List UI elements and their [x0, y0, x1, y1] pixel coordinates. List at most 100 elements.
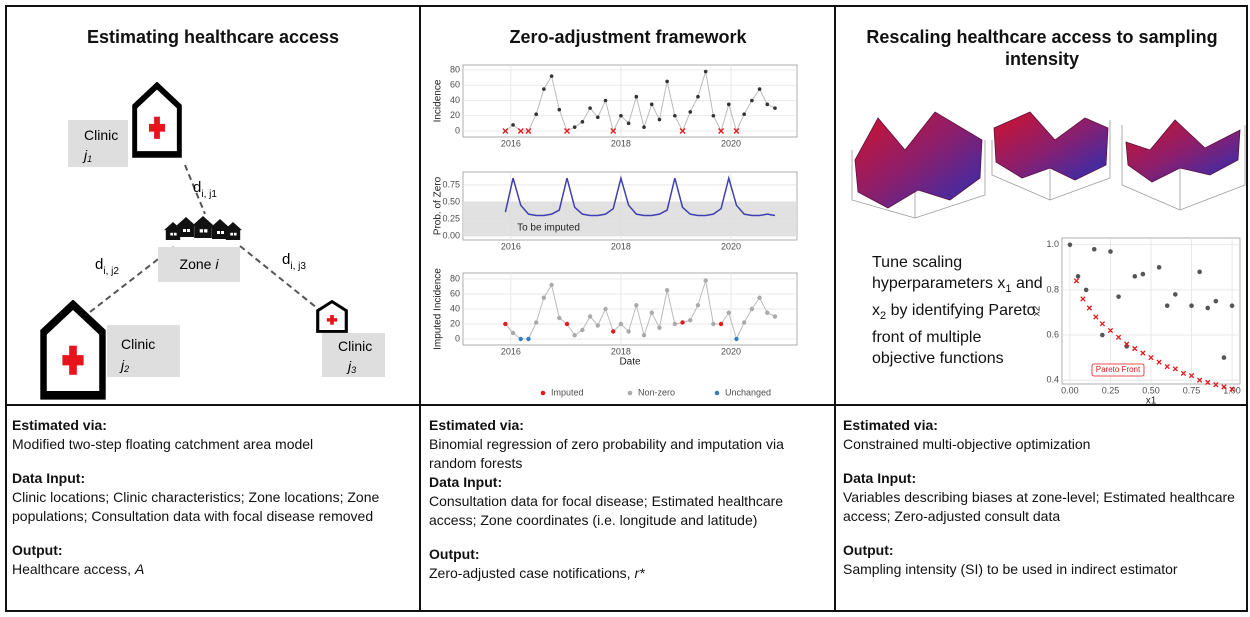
line-segment — [705, 280, 714, 325]
line-segment — [551, 284, 560, 319]
legend-swatch — [627, 390, 633, 396]
x-marker — [1156, 359, 1162, 365]
line-segment — [628, 305, 637, 332]
point — [688, 110, 693, 114]
line-segment — [566, 323, 576, 336]
text: and x — [872, 275, 1043, 320]
point — [1213, 298, 1219, 304]
y-tick-label: 0.00 — [442, 230, 460, 240]
point — [572, 125, 577, 129]
point — [726, 102, 731, 107]
x-marker — [718, 128, 725, 134]
point — [750, 98, 754, 103]
point — [703, 69, 708, 74]
x-marker — [502, 128, 509, 134]
x-marker — [1140, 350, 1146, 356]
line-segment — [736, 322, 745, 340]
y-axis-title: x2 — [1032, 305, 1043, 316]
plot-area — [462, 64, 798, 138]
line-segment — [643, 312, 653, 336]
distance-line — [239, 245, 323, 313]
text: Healthcare access, — [12, 561, 132, 577]
line-segment — [689, 305, 699, 321]
point — [742, 112, 746, 117]
line-segment — [666, 290, 676, 325]
text: Clinic — [121, 336, 155, 352]
x-marker — [733, 128, 740, 134]
point — [587, 314, 593, 319]
point — [757, 87, 762, 91]
y-tick-label: 0.8 — [1046, 284, 1059, 294]
point — [1100, 332, 1105, 338]
x-marker — [1107, 327, 1114, 334]
detail-text: Binomial regression of zero probability … — [429, 436, 784, 471]
point — [542, 87, 546, 91]
x-tick-label: 2018 — [611, 241, 631, 251]
point — [626, 121, 631, 126]
y-tick-label: 20 — [450, 318, 460, 328]
point — [534, 112, 538, 117]
distance-label: di, j2 — [95, 256, 119, 277]
point — [510, 330, 516, 336]
annotation-box — [1091, 363, 1145, 377]
legend-label: Unchanged — [725, 387, 771, 397]
y-tick-label: 0.50 — [442, 196, 460, 206]
point — [1091, 246, 1097, 252]
x-marker — [1180, 370, 1187, 377]
x-marker — [1080, 296, 1086, 302]
tune-text: Tune scaling hyperparameters x1 and x2 b… — [872, 252, 1047, 369]
point — [557, 315, 562, 321]
line-segment — [651, 312, 660, 328]
line-segment — [581, 316, 591, 331]
point — [680, 320, 685, 325]
details: Estimated via: Binomial regression of ze… — [429, 416, 829, 583]
point — [672, 321, 678, 327]
point — [549, 74, 554, 78]
distance-line — [89, 245, 176, 313]
x-marker — [1086, 305, 1093, 311]
point — [1140, 271, 1146, 277]
text: i, j2 — [103, 266, 119, 277]
y-tick-label: 60 — [450, 80, 460, 90]
point — [688, 318, 693, 323]
text: A — [134, 561, 145, 577]
point — [603, 306, 608, 312]
text: Tune scaling hyperparameters x — [872, 254, 1006, 292]
point — [718, 321, 724, 327]
y-tick-label: 40 — [450, 303, 460, 313]
point — [595, 323, 601, 328]
line-segment — [658, 290, 668, 328]
clinic-icon — [44, 305, 103, 396]
label-box — [158, 247, 240, 282]
text: d — [193, 179, 201, 196]
y-tick-label: 0.6 — [1046, 329, 1059, 339]
text: 1 — [1005, 283, 1012, 296]
detail-text: Constrained multi-objective optimization — [843, 436, 1091, 452]
point — [641, 333, 647, 338]
point — [765, 310, 770, 315]
y-tick-label: 20 — [450, 110, 460, 120]
legend-label: Non-zero — [638, 387, 675, 397]
clinic-id: j2 — [119, 357, 129, 375]
point — [503, 321, 508, 327]
point — [1116, 294, 1121, 299]
line-segment — [605, 308, 614, 332]
text: by identifying Pareto front of multiple … — [872, 302, 1036, 368]
detail-text: Healthcare access, A — [12, 560, 412, 579]
point — [673, 113, 677, 118]
y-tick-label: 80 — [450, 273, 460, 283]
label-box — [322, 333, 385, 377]
distance-label: di, j3 — [282, 251, 306, 272]
legend-swatch — [714, 390, 720, 396]
x-tick-label: 2018 — [611, 138, 631, 148]
text: Zone — [180, 256, 212, 272]
point — [1205, 305, 1211, 311]
y-axis-title: Prob. of Zero — [433, 176, 444, 235]
point — [603, 98, 608, 103]
zone-label: Zone i — [180, 256, 220, 272]
point — [1156, 265, 1162, 270]
detail-text: Consultation data for focal disease; Est… — [429, 493, 784, 528]
x-marker — [679, 128, 686, 134]
line-segment — [543, 284, 553, 299]
